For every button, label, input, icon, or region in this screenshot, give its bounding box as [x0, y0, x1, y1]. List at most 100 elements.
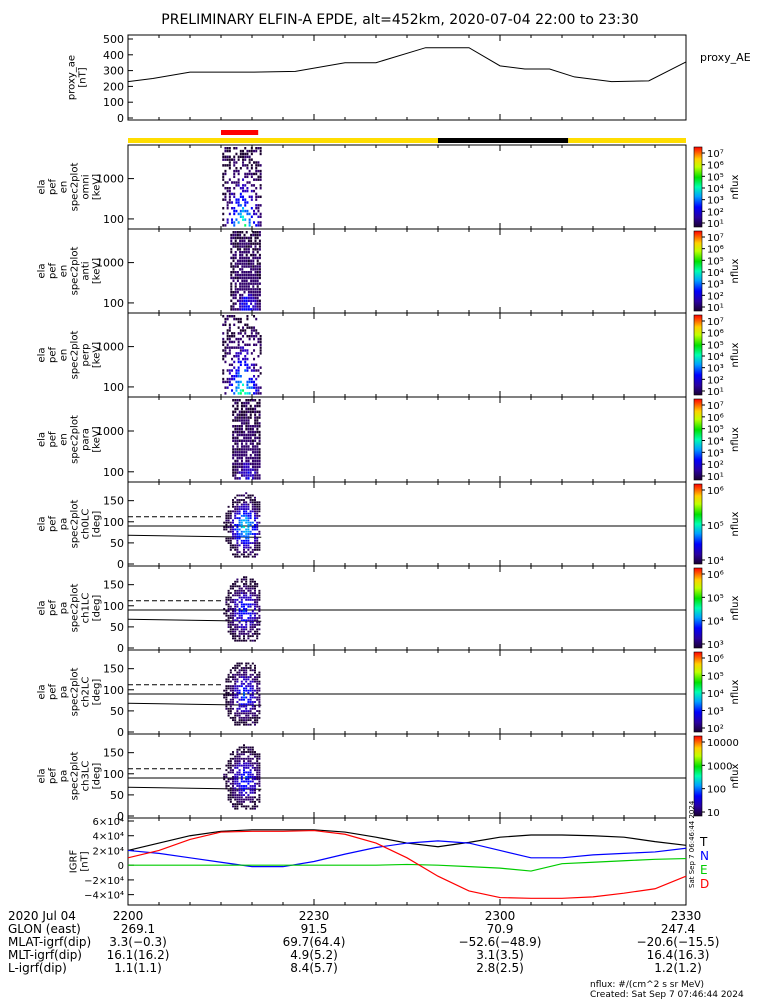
spectrogram-cell — [241, 271, 244, 274]
spectrogram-cell — [249, 712, 252, 715]
spectrogram-cell — [256, 605, 259, 608]
y-tick-label: 1000 — [96, 425, 124, 438]
spectrogram-cell — [236, 276, 239, 280]
spectrogram-cell — [227, 519, 230, 522]
ephem-row-label: 2020 Jul 04 — [8, 909, 76, 923]
y-tick-label: 150 — [103, 495, 124, 508]
spectrogram-cell — [254, 265, 257, 268]
y-tick-label: 150 — [103, 747, 124, 760]
pa-ch3lc-ylabel-line: ch3LC — [81, 761, 92, 792]
spectrogram-cell — [224, 224, 227, 227]
spectrogram-cell — [236, 712, 239, 715]
spectrogram-cell — [224, 352, 227, 355]
cbar-tick-label: 10⁶ — [707, 486, 724, 497]
spectrogram-cell — [247, 780, 250, 783]
spectrogram-cell — [254, 501, 256, 504]
spectrogram-cell — [234, 242, 237, 245]
spectrogram-cell — [246, 383, 249, 387]
spectrogram-cell — [245, 712, 248, 715]
spectrogram-cell — [254, 751, 256, 753]
spectrogram-cell — [243, 445, 246, 448]
spectrogram-cell — [242, 329, 245, 332]
spectrogram-cell — [245, 271, 248, 274]
spectrogram-cell — [225, 517, 228, 520]
pa-ch1lc-ylabel-line: ela — [37, 600, 48, 615]
spectrogram-cell — [250, 352, 253, 355]
spectrogram-cell — [249, 621, 252, 624]
spectrogram-cell — [243, 712, 245, 715]
spectrogram-cell — [258, 778, 261, 781]
spectrogram-cell — [248, 169, 251, 173]
spectrogram-cell — [246, 155, 249, 159]
spectrogram-cell — [251, 687, 254, 690]
spectrogram-cell — [256, 288, 259, 291]
spectrogram-cell — [251, 612, 254, 615]
spectrogram-cell — [245, 512, 248, 515]
spectrogram-cell — [236, 453, 239, 457]
spectrogram-cell — [236, 242, 239, 245]
spectrogram-cell — [247, 617, 250, 619]
spectrogram-cell — [232, 617, 234, 619]
spectrogram-cell — [240, 542, 243, 544]
spectrogram-cell — [246, 392, 249, 395]
spectrogram-cell — [240, 587, 243, 590]
spectrogram-cell — [234, 619, 237, 622]
spectrogram-cell — [256, 526, 259, 529]
spectrogram-cell — [256, 299, 259, 303]
spectrogram-cell — [228, 195, 231, 199]
spectrogram-cell — [245, 308, 248, 311]
spectrogram-cell — [240, 462, 243, 466]
spectrogram-cell — [259, 386, 262, 389]
spectrogram-cell — [239, 293, 242, 297]
spectrogram-cell — [244, 201, 247, 204]
spectrogram-cell — [235, 147, 238, 150]
spectrogram-cell — [239, 268, 242, 271]
spectrogram-cell — [234, 682, 237, 685]
spectrogram-cell — [229, 712, 232, 715]
spectrogram-cell — [254, 439, 257, 442]
spectrogram-cell — [243, 251, 246, 254]
spectrogram-cell — [234, 764, 237, 767]
spectrogram-cell — [228, 158, 231, 161]
spectrogram-cell — [232, 637, 234, 640]
spectrogram-cell — [249, 787, 252, 790]
spectrogram-cell — [250, 332, 253, 335]
spectrogram-cell — [253, 392, 256, 395]
spectrogram-cell — [229, 592, 232, 594]
spectrogram-cell — [256, 692, 259, 694]
spectrogram-cell — [238, 555, 241, 558]
pa-ch1lc-ylabel-line: ch1LC — [81, 593, 92, 624]
spectrogram-cell — [234, 794, 237, 796]
spectrogram-cell — [251, 462, 254, 466]
spectrogram-cell — [225, 528, 228, 531]
spectrogram-cell — [253, 386, 256, 389]
spectrogram-cell — [256, 422, 259, 425]
spectrogram-cell — [236, 503, 239, 506]
spectrogram-cell — [245, 787, 248, 790]
spectrogram-cell — [249, 807, 252, 810]
spectrogram-cell — [244, 360, 247, 364]
spectrogram-cell — [251, 555, 254, 558]
spectrogram-cell — [240, 603, 243, 606]
spectrogram-cell — [239, 380, 242, 384]
spectrogram-cell — [257, 355, 260, 358]
spectrogram-cell — [258, 800, 261, 803]
spectrogram-cell — [241, 273, 244, 277]
spectrogram-cell — [256, 233, 259, 237]
spectrogram-cell — [226, 187, 229, 190]
spectrogram-cell — [245, 598, 248, 601]
spectrogram-cell — [254, 705, 256, 708]
spectrogram-cell — [256, 687, 259, 690]
spectrogram-cell — [234, 766, 237, 769]
spectrogram-cell — [258, 308, 261, 311]
spec-para-frame — [127, 396, 687, 483]
spectrogram-cell — [227, 614, 230, 617]
spectrogram-cell — [245, 796, 248, 799]
spectrogram-cell — [256, 302, 259, 305]
spectrogram-cell — [255, 386, 258, 389]
spectrogram-cell — [232, 805, 234, 808]
spec-omni-ylabel-line: [keV] — [92, 174, 103, 200]
spectrogram-cell — [222, 380, 225, 384]
y-tick-label: 50 — [110, 621, 124, 634]
spectrogram-cell — [238, 773, 241, 776]
